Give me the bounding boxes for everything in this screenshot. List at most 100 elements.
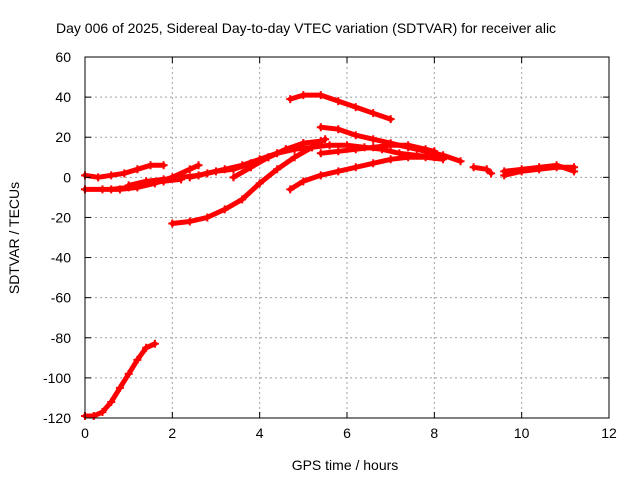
y-tick-label: 0 [63,169,71,185]
data-point [150,339,159,348]
data-point [159,161,168,170]
data-point [107,397,116,406]
data-point [351,163,360,172]
data-point [133,165,142,174]
x-axis-label: GPS time / hours [292,457,399,473]
grid-lines [85,57,609,418]
x-tick-label: 6 [343,425,351,441]
x-tick-label: 10 [514,425,530,441]
data-point [487,169,496,178]
data-point [404,153,413,162]
chart-title: Day 006 of 2025, Sidereal Day-to-day VTE… [56,20,556,36]
data-point [552,161,561,170]
y-tick-label: 60 [55,49,71,65]
x-tick-label: 0 [81,425,89,441]
data-point [334,167,343,176]
data-point [421,145,430,154]
data-point [290,153,299,162]
data-point [456,157,465,166]
data-point [386,115,395,124]
data-point [238,195,247,204]
data-point [570,167,579,176]
data-point [351,131,360,140]
x-tick-label: 12 [601,425,617,441]
data-point [316,137,325,146]
data-point [299,139,308,148]
data-point [334,125,343,134]
data-point [316,149,325,158]
data-point [124,369,133,378]
y-tick-label: -120 [43,410,71,426]
data-point [334,147,343,156]
y-tick-label: -40 [51,250,71,266]
data-point [185,173,194,182]
data-point [386,155,395,164]
data-point [255,179,264,188]
data-point [220,165,229,174]
data-point [430,147,439,156]
data-point [316,171,325,180]
data-point [185,165,194,174]
series-arc-9 [287,92,394,122]
data-point [146,161,155,170]
data-point [168,219,177,228]
y-tick-label: -60 [51,290,71,306]
data-point [246,163,255,172]
x-tick-label: 8 [430,425,438,441]
data-point [115,383,124,392]
data-point [517,165,526,174]
y-tick-label: -100 [43,370,71,386]
data-point [500,167,509,176]
data-point [203,169,212,178]
tick-labels: 0 2 4 6 8 10 12 -120 -100 -80 -60 -40 -20 0 20 40 60 [43,49,617,441]
data-point [94,173,103,182]
data-point [273,165,282,174]
data-point [316,91,325,100]
x-tick-label: 4 [256,425,264,441]
data-point [299,177,308,186]
series-arc-6 [169,136,328,226]
data-point [325,141,334,150]
data-point [120,169,129,178]
data-point [334,97,343,106]
data-point [107,185,116,194]
data-point [177,173,186,182]
data-point [185,217,194,226]
data-point [321,135,330,144]
data-point [299,91,308,100]
data-point [124,181,133,190]
x-tick-label: 2 [168,425,176,441]
data-point [369,109,378,118]
data-point [98,407,107,416]
data-point [369,135,378,144]
data-point [142,343,151,352]
data-point [194,161,203,170]
y-tick-label: 40 [55,89,71,105]
series-arc-10 [287,154,446,192]
data-point [238,161,247,170]
data-point [229,173,238,182]
data-point [142,177,151,186]
data-point [98,185,107,194]
data-point [535,163,544,172]
data-point [369,159,378,168]
series-arc-1 [82,341,158,419]
data-point [220,205,229,214]
data-series [81,91,579,420]
data-point [482,165,491,174]
data-point [404,141,413,150]
data-point [286,95,295,104]
axis-ticks [84,56,610,419]
y-tick-label: -20 [51,209,71,225]
data-point [107,171,116,180]
data-point [281,145,290,154]
data-point [469,163,478,172]
y-axis-label: SDTVAR / TECUs [6,182,22,294]
data-point [159,175,168,184]
data-point [351,103,360,112]
data-point [369,143,378,152]
data-point [386,141,395,150]
y-tick-label: -80 [51,330,71,346]
data-point [286,185,295,194]
